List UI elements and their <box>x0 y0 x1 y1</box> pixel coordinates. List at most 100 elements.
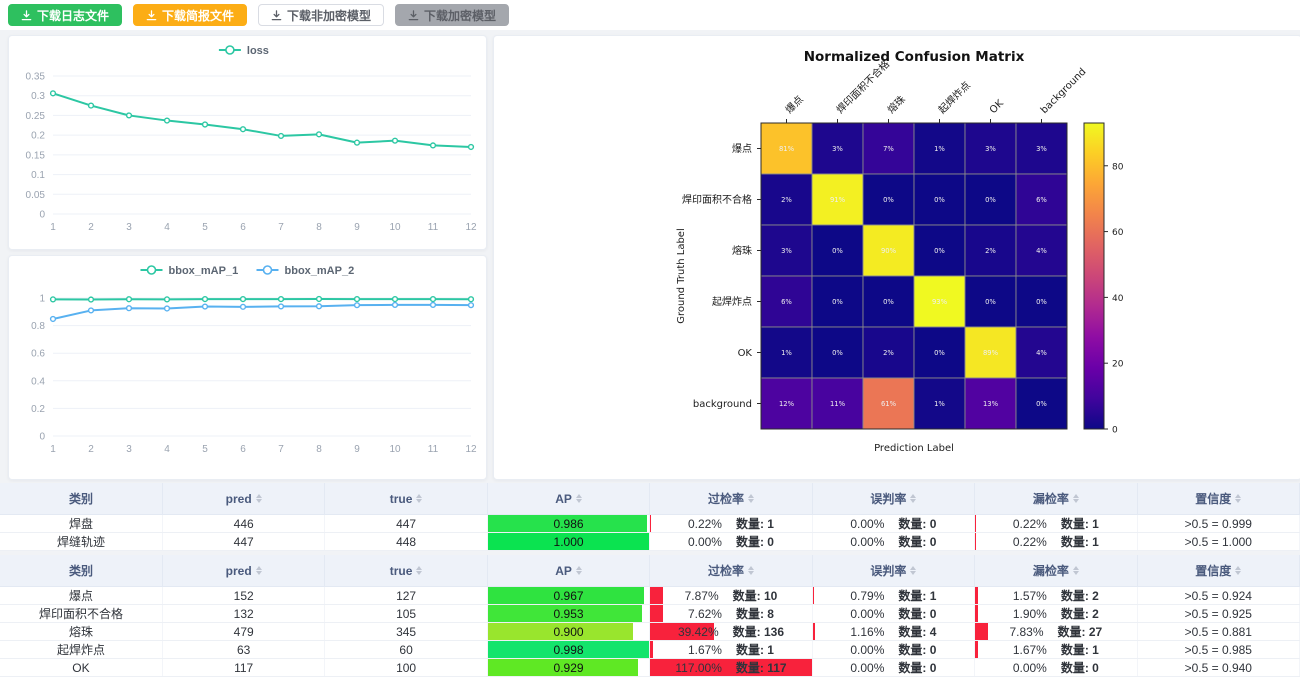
column-header-误判率[interactable]: 误判率 <box>812 555 974 587</box>
data-point <box>393 303 398 308</box>
sort-caret-icon[interactable] <box>256 494 262 503</box>
svg-text:1: 1 <box>50 444 56 455</box>
svg-text:1%: 1% <box>934 400 945 408</box>
sort-caret-icon[interactable] <box>910 494 916 503</box>
svg-text:7: 7 <box>278 222 284 233</box>
svg-text:11%: 11% <box>830 400 846 408</box>
sort-caret-icon[interactable] <box>416 494 422 503</box>
svg-text:2%: 2% <box>985 247 996 255</box>
data-point <box>279 297 284 302</box>
download-button-1[interactable]: 下载日志文件 <box>8 4 122 26</box>
confidence-cell: >0.5 = 0.999 <box>1137 515 1299 533</box>
download-button-label: 下载加密模型 <box>424 7 496 24</box>
confidence-cell: >0.5 = 0.924 <box>1137 587 1299 605</box>
column-header-label: 误判率 <box>870 562 906 579</box>
svg-text:1: 1 <box>39 294 45 305</box>
value-cell: 479 <box>162 623 324 641</box>
sort-caret-icon[interactable] <box>576 566 582 575</box>
sort-caret-icon[interactable] <box>1235 566 1241 575</box>
svg-text:20: 20 <box>1112 360 1124 370</box>
column-header-置信度[interactable]: 置信度 <box>1137 555 1299 587</box>
svg-text:0.2: 0.2 <box>31 404 45 415</box>
column-header-AP[interactable]: AP <box>487 555 649 587</box>
legend-item-bbox_mAP_2[interactable]: bbox_mAP_2 <box>257 265 355 277</box>
confidence-cell: >0.5 = 0.925 <box>1137 605 1299 623</box>
column-header-漏检率[interactable]: 漏检率 <box>975 555 1137 587</box>
svg-text:11: 11 <box>428 222 439 233</box>
sort-caret-icon[interactable] <box>256 566 262 575</box>
column-header-过检率[interactable]: 过检率 <box>650 555 812 587</box>
column-header-pred[interactable]: pred <box>162 483 324 515</box>
svg-text:6%: 6% <box>781 298 792 306</box>
confusion-matrix-title: Normalized Confusion Matrix <box>804 49 1025 65</box>
column-header-true[interactable]: true <box>325 483 487 515</box>
series-loss <box>51 91 474 149</box>
column-header-true[interactable]: true <box>325 555 487 587</box>
svg-text:熔珠: 熔珠 <box>732 244 752 257</box>
svg-text:3%: 3% <box>781 247 792 255</box>
download-icon <box>146 10 157 21</box>
data-point <box>469 303 474 308</box>
column-header-置信度[interactable]: 置信度 <box>1137 483 1299 515</box>
sort-caret-icon[interactable] <box>416 566 422 575</box>
column-header-漏检率[interactable]: 漏检率 <box>975 483 1137 515</box>
x-axis-label: Prediction Label <box>874 443 954 454</box>
svg-text:0%: 0% <box>934 196 945 204</box>
svg-text:bbox_mAP_1: bbox_mAP_1 <box>169 265 239 277</box>
value-cell: 345 <box>325 623 487 641</box>
data-point <box>317 304 322 309</box>
svg-text:0%: 0% <box>832 349 843 357</box>
svg-text:9: 9 <box>354 222 360 233</box>
data-point <box>431 297 436 302</box>
svg-text:3: 3 <box>126 444 132 455</box>
category-cell: 焊盘 <box>0 515 162 533</box>
ap-bar-cell: 0.900 <box>487 623 649 641</box>
column-header-label: 漏检率 <box>1033 562 1069 579</box>
column-header-AP[interactable]: AP <box>487 483 649 515</box>
data-point <box>51 317 56 322</box>
svg-text:6: 6 <box>240 222 246 233</box>
column-header-pred[interactable]: pred <box>162 555 324 587</box>
svg-text:1%: 1% <box>934 145 945 153</box>
svg-text:7%: 7% <box>883 145 894 153</box>
data-point <box>203 122 208 127</box>
svg-text:4: 4 <box>164 444 170 455</box>
sort-caret-icon[interactable] <box>1073 566 1079 575</box>
rate-cell: 1.90%数量: 2 <box>975 605 1137 623</box>
ap-bar-cell: 1.000 <box>487 533 649 551</box>
sort-caret-icon[interactable] <box>1235 494 1241 503</box>
data-point <box>89 103 94 108</box>
rate-cell: 7.62%数量: 8 <box>650 605 812 623</box>
confidence-cell: >0.5 = 1.000 <box>1137 533 1299 551</box>
svg-text:3%: 3% <box>985 145 996 153</box>
download-button-4[interactable]: 下载加密模型 <box>395 4 509 26</box>
legend-item-loss[interactable]: loss <box>219 45 269 57</box>
download-button-2[interactable]: 下载简报文件 <box>133 4 247 26</box>
category-cell: 爆点 <box>0 587 162 605</box>
svg-text:0: 0 <box>39 210 45 221</box>
column-header-label: pred <box>226 492 252 506</box>
value-cell: 100 <box>325 659 487 677</box>
svg-text:0%: 0% <box>832 298 843 306</box>
series-bbox_mAP_1 <box>51 297 474 302</box>
column-header-类别: 类别 <box>0 483 162 515</box>
toolbar: 下载日志文件下载简报文件下载非加密模型 下载加密模型 <box>0 0 1300 30</box>
sort-caret-icon[interactable] <box>748 566 754 575</box>
svg-text:0%: 0% <box>883 298 894 306</box>
sort-caret-icon[interactable] <box>576 494 582 503</box>
svg-text:9: 9 <box>354 444 360 455</box>
data-point <box>469 145 474 150</box>
legend-item-bbox_mAP_1[interactable]: bbox_mAP_1 <box>141 265 239 277</box>
column-header-过检率[interactable]: 过检率 <box>650 483 812 515</box>
sort-caret-icon[interactable] <box>748 494 754 503</box>
rate-cell: 1.16%数量: 4 <box>812 623 974 641</box>
sort-caret-icon[interactable] <box>1073 494 1079 503</box>
download-button-3[interactable]: 下载非加密模型 <box>258 4 384 26</box>
column-header-误判率[interactable]: 误判率 <box>812 483 974 515</box>
sort-caret-icon[interactable] <box>910 566 916 575</box>
